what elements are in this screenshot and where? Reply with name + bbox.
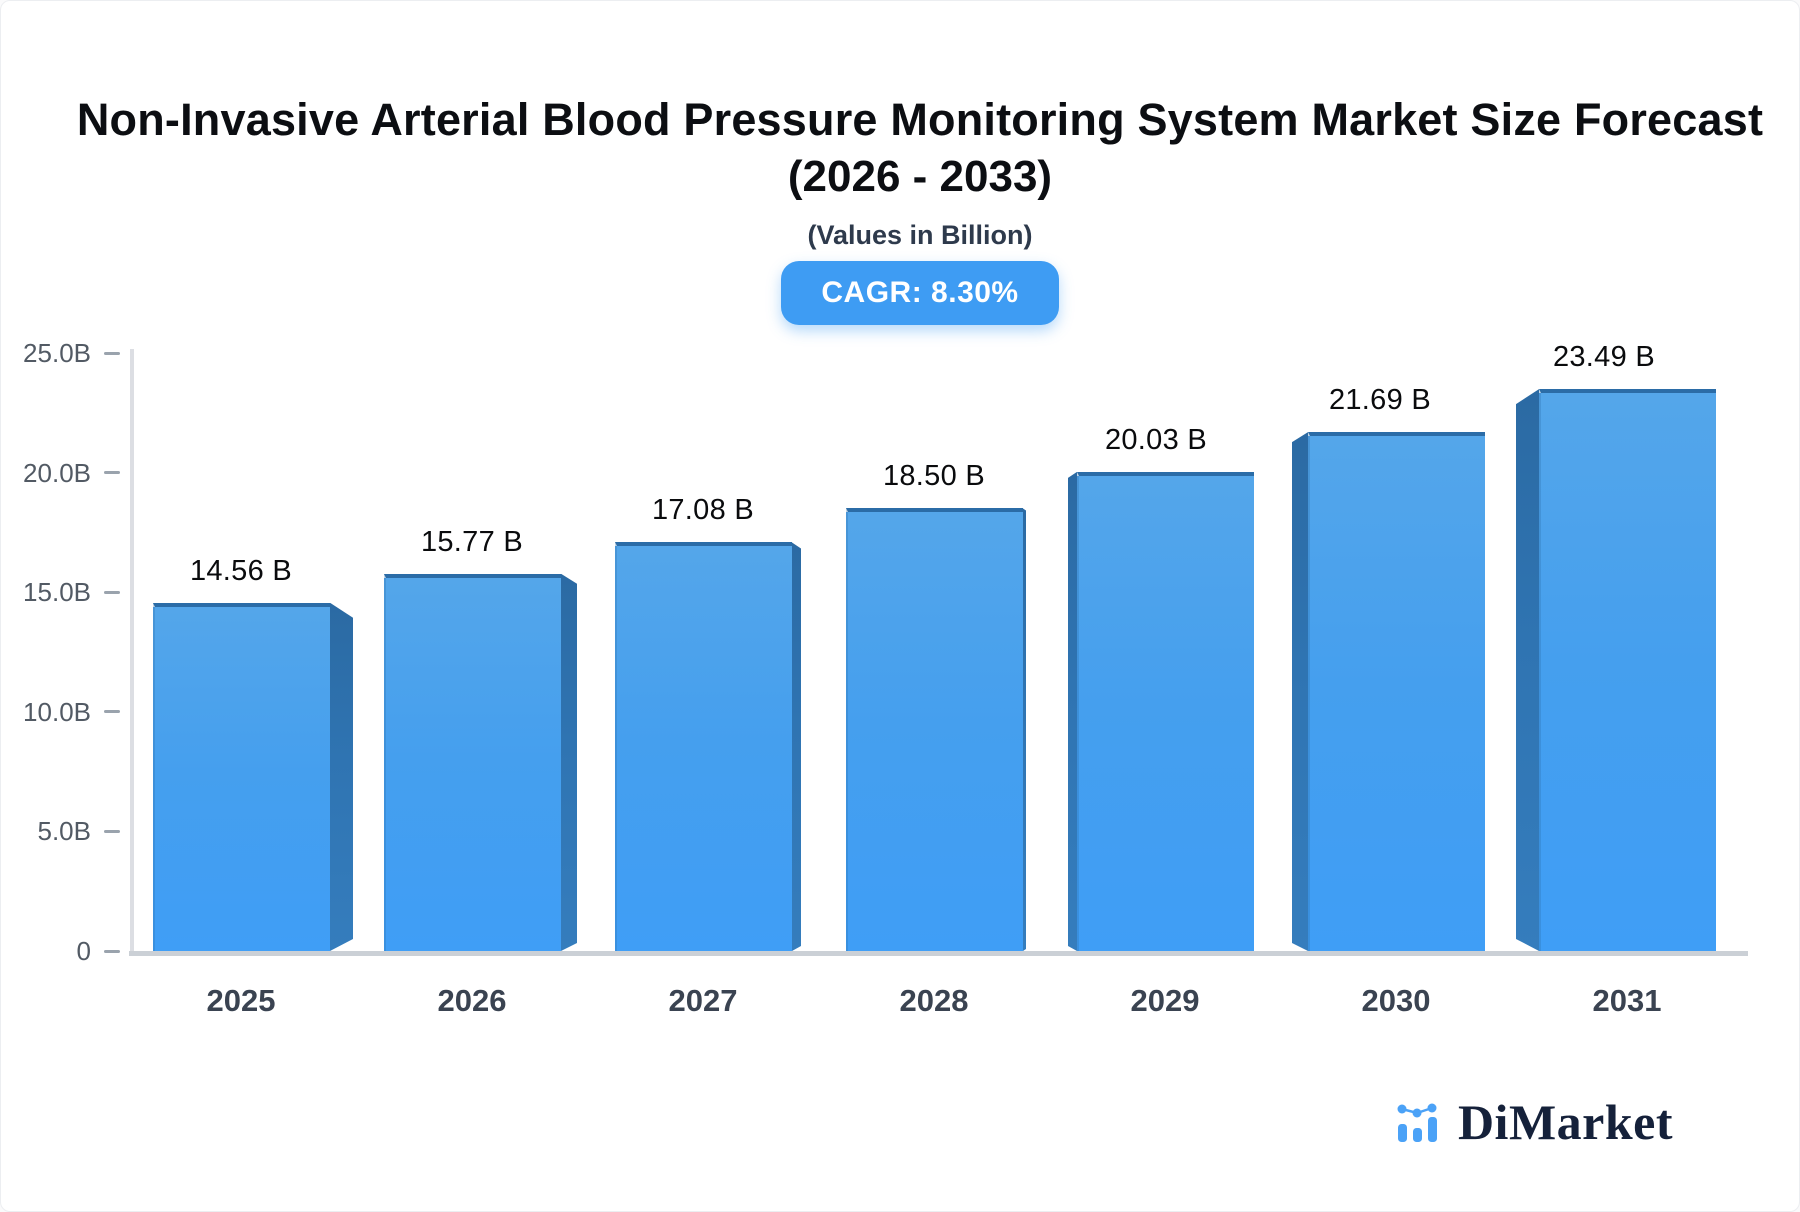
bar-2025 [153,602,330,951]
y-tick-label-20.0B: 20.0B [23,457,91,488]
x-tick-label-2025: 2025 [206,983,276,1018]
x-tick-label-2031: 2031 [1592,983,1662,1018]
bar-side-panel-2025 [330,603,353,951]
y-tick-label-25.0B: 25.0B [23,338,91,368]
chart-header: Non-Invasive Arterial Blood Pressure Mon… [41,1,1799,325]
bar-2030 [1308,432,1485,951]
dimarket-logo-icon [1397,1103,1437,1142]
bar-side-panel-2029 [1068,472,1077,951]
y-tick-mark [104,949,120,953]
x-tick-label-2029: 2029 [1130,983,1200,1018]
bar-side-panel-2027 [792,542,801,951]
x-tick-label-2030: 2030 [1361,983,1431,1018]
y-tick-label-10.0B: 10.0B [23,696,91,727]
y-tick-label-5.0B: 5.0B [37,816,92,847]
bar-2026 [384,573,561,951]
cagr-badge: CAGR: 8.30% [781,260,1059,325]
value-label-2031: 23.49 B [1552,341,1656,374]
y-axis-line [130,349,134,951]
value-label-2028: 18.50 B [882,460,986,493]
chart-subtitle: (Values in Billion) [807,219,1033,250]
chart-title-line2: (2026 - 2033) [787,152,1053,202]
y-tick-mark [104,710,120,714]
x-tick-label-2026: 2026 [437,983,507,1018]
bar-side-panel-2026 [561,574,577,951]
bar-side-panel-2030 [1292,432,1308,951]
y-tick-mark [104,829,120,833]
value-label-2026: 15.77 B [420,525,524,558]
x-axis-baseline [129,951,1748,956]
y-tick-mark [104,471,120,475]
x-tick-label-2028: 2028 [899,983,969,1018]
value-label-2030: 21.69 B [1328,384,1432,417]
brand-name: DiMarket [1457,1094,1673,1150]
bar-2028 [846,508,1023,951]
value-label-2027: 17.08 B [651,494,755,527]
y-tick-mark [104,590,120,594]
value-label-2025: 14.56 B [189,554,293,587]
x-tick-label-2027: 2027 [668,983,738,1018]
y-tick-label-0: 0 [76,936,91,966]
brand-footer: DiMarket [1393,1097,1673,1147]
chart-title-line1: Non-Invasive Arterial Blood Pressure Mon… [76,94,1764,145]
value-label-2029: 20.03 B [1104,423,1208,456]
bar-side-panel-2031 [1516,389,1539,951]
bar-2029 [1077,471,1254,951]
bar-2031 [1539,389,1716,951]
y-tick-label-15.0B: 15.0B [23,577,91,608]
y-tick-mark [104,351,120,355]
bar-side-panel-2028 [1023,508,1026,951]
bar-2027 [615,542,792,951]
